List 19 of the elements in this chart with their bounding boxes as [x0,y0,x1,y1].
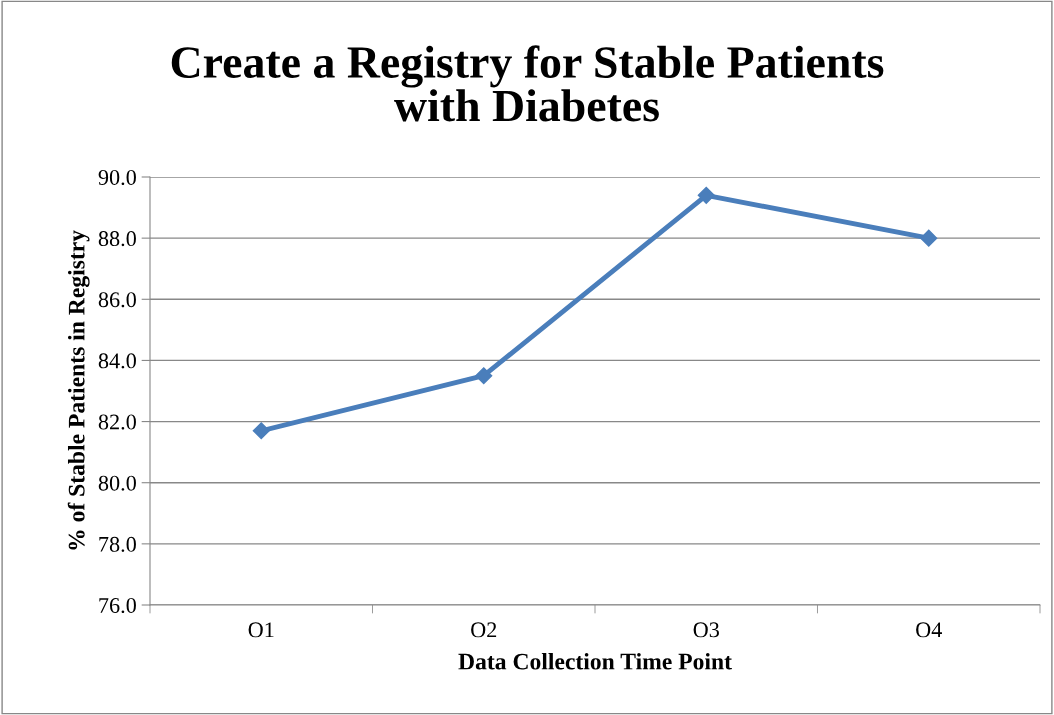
x-tick-label: O1 [248,622,274,638]
x-tick-label: O3 [693,622,719,638]
chart-title: Create a Registry for Stable Patients with Diabetes [171,45,884,122]
y-tick-label: 90.0 [98,169,136,186]
x-axis-title: Data Collection Time Point [458,652,732,670]
y-tick-label: 80.0 [98,475,136,491]
y-tick-label: 82.0 [98,414,136,430]
y-axis-title: % of Stable Patients in Registry [67,230,90,550]
y-tick-label: 88.0 [98,231,136,247]
x-tick-label: O4 [916,622,942,638]
point [475,367,493,385]
point [252,422,270,440]
y-tick-label: 84.0 [98,353,136,369]
y-tick-label: 86.0 [98,292,136,308]
point [697,186,715,204]
point [920,229,938,247]
x-tick-label: O2 [471,622,497,638]
y-tick-label: 76.0 [99,597,136,614]
y-tick-label: 78.0 [99,536,136,552]
